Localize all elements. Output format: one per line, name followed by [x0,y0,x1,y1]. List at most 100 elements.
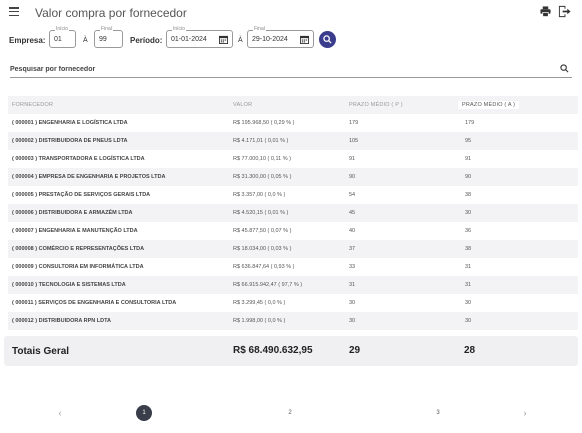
table-row[interactable]: ( 000003 ) TRANSPORTADORA E LOGÍSTICA LT… [8,150,578,168]
cell-valor: R$ 195.968,50 ( 0,29 % ) [233,120,295,126]
cell-prazo-a: 30 [465,300,472,306]
table-row[interactable]: ( 000012 ) DISTRIBUIDORA RPN LDTA R$ 1.99… [8,312,578,330]
filter-search-button[interactable] [319,31,336,48]
supplier-search [10,62,572,78]
periodo-inicio-value: 01-01-2024 [171,36,207,43]
cell-prazo-p: 37 [349,246,356,252]
header-prazo-a[interactable]: PRAZO MÉDIO ( A ) [458,101,520,109]
periodo-label: Período: [130,36,163,45]
cell-valor: R$ 636.847,64 ( 0,93 % ) [233,264,295,270]
cell-fornecedor: ( 000009 ) CONSULTORIA EM INFORMÁTICA LT… [12,264,144,270]
cell-prazo-a: 31 [465,264,472,270]
cell-prazo-p: 31 [349,282,356,288]
cell-fornecedor: ( 000005 ) PRESTAÇÃO DE SERVIÇOS GERAIS … [12,192,151,198]
cell-fornecedor: ( 000011 ) SERVIÇOS DE ENGENHARIA E CONS… [12,300,177,306]
cell-valor: R$ 4.171,01 ( 0,01 % ) [233,138,289,144]
cell-valor: R$ 4.520,15 ( 0,01 % ) [233,210,289,216]
table-row[interactable]: ( 000009 ) CONSULTORIA EM INFORMÁTICA LT… [8,258,578,276]
table-row[interactable]: ( 000010 ) TECNOLOGIA E SISTEMAS LTDA R$ … [8,276,578,294]
cell-valor: R$ 77.000,10 ( 0,11 % ) [233,156,291,162]
cell-prazo-p: 105 [349,138,359,144]
calendar-icon[interactable] [300,35,309,44]
menu-icon[interactable] [9,7,19,17]
cell-valor: R$ 18.034,00 ( 0,03 % ) [233,246,292,252]
table-row[interactable]: ( 000004 ) EMPRESA DE ENGENHARIA E PROJE… [8,168,578,186]
search-icon [323,35,332,44]
cell-prazo-p: 54 [349,192,356,198]
cell-prazo-a: 31 [465,282,472,288]
cell-valor: R$ 1.998,00 ( 0,0 % ) [233,318,286,324]
empresa-inicio-value: 01 [54,36,62,43]
empresa-final-field[interactable]: Final 99 [94,26,123,48]
cell-valor: R$ 45.877,50 ( 0,07 % ) [233,228,292,234]
cell-fornecedor: ( 000012 ) DISTRIBUIDORA RPN LDTA [12,318,112,324]
header-fornecedor[interactable]: FORNECEDOR [12,102,54,108]
empresa-range-separator: À [83,37,88,44]
page-2-button[interactable]: 2 [288,410,292,416]
table-row[interactable]: ( 000006 ) DISTRIBUIDORA E ARMAZÉM LTDA R… [8,204,578,222]
cell-prazo-p: 30 [349,318,356,324]
cell-prazo-a: 36 [465,228,472,234]
totals-row: Totais Geral R$ 68.490.632,95 29 28 [4,336,578,366]
cell-valor: R$ 3.357,00 ( 0,0 % ) [233,192,286,198]
empresa-inicio-field[interactable]: Início 01 [49,26,76,48]
cell-prazo-p: 40 [349,228,356,234]
inicio-legend: Início [55,26,69,32]
cell-prazo-a: 91 [465,156,472,162]
totals-label: Totais Geral [12,346,70,357]
cell-prazo-p: 33 [349,264,356,270]
cell-prazo-a: 38 [465,246,472,252]
table-row[interactable]: ( 000007 ) ENGENHARIA E MANUTENÇÃO LTDA R… [8,222,578,240]
cell-fornecedor: ( 000003 ) TRANSPORTADORA E LOGÍSTICA LT… [12,156,145,162]
top-bar: Valor compra por fornecedor [0,0,582,26]
page-3-button[interactable]: 3 [436,410,440,416]
table-body: ( 000001 ) ENGENHARIA E LOGÍSTICA LTDA R$… [8,114,578,330]
periodo-final-field[interactable]: Final 29-10-2024 [247,26,314,48]
table-header: FORNECEDOR VALOR PRAZO MÉDIO ( P ) PRAZO… [8,96,578,114]
cell-fornecedor: ( 000008 ) COMÉRCIO E REPRESENTAÇÕES LTD… [12,246,145,252]
cell-prazo-p: 91 [349,156,356,162]
next-page-button[interactable]: › [523,408,527,418]
table-row[interactable]: ( 000002 ) DISTRIBUIDORA DE PNEUS LDTA R$… [8,132,578,150]
cell-prazo-a: 90 [465,174,472,180]
cell-prazo-a: 38 [465,192,472,198]
print-icon[interactable] [540,6,551,17]
cell-fornecedor: ( 000007 ) ENGENHARIA E MANUTENÇÃO LTDA [12,228,138,234]
periodo-range-separator: À [238,37,243,44]
pagination: ‹ 1 2 3 › [0,400,582,426]
table-row[interactable]: ( 000005 ) PRESTAÇÃO DE SERVIÇOS GERAIS … [8,186,578,204]
prev-page-button[interactable]: ‹ [58,408,62,418]
final-legend: Final [100,26,113,32]
cell-prazo-p: 179 [349,120,359,126]
table-row[interactable]: ( 000001 ) ENGENHARIA E LOGÍSTICA LTDA R$… [8,114,578,132]
table-row[interactable]: ( 000008 ) COMÉRCIO E REPRESENTAÇÕES LTD… [8,240,578,258]
cell-valor: R$ 66.915.942,47 ( 97,7 % ) [233,282,303,288]
cell-prazo-a: 179 [465,120,475,126]
cell-valor: R$ 31.300,00 ( 0,05 % ) [233,174,292,180]
header-prazo-p[interactable]: PRAZO MÉDIO ( P ) [349,102,403,108]
periodo-final-value: 29-10-2024 [252,36,288,43]
cell-fornecedor: ( 000010 ) TECNOLOGIA E SISTEMAS LTDA [12,282,126,288]
cell-fornecedor: ( 000006 ) DISTRIBUIDORA E ARMAZÉM LTDA [12,210,133,216]
header-valor[interactable]: VALOR [233,102,253,108]
totals-prazo-a: 28 [464,345,476,356]
cell-valor: R$ 3.299,45 ( 0,0 % ) [233,300,286,306]
cell-fornecedor: ( 000001 ) ENGENHARIA E LOGÍSTICA LTDA [12,120,128,126]
periodo-inicio-field[interactable]: Início 01-01-2024 [166,26,233,48]
search-icon[interactable] [560,64,569,73]
calendar-icon[interactable] [219,35,228,44]
exit-icon[interactable] [558,5,571,18]
table-row[interactable]: ( 000011 ) SERVIÇOS DE ENGENHARIA E CONS… [8,294,578,312]
cell-fornecedor: ( 000004 ) EMPRESA DE ENGENHARIA E PROJE… [12,174,166,180]
cell-prazo-p: 90 [349,174,356,180]
supplier-search-input[interactable] [10,62,540,76]
supplier-table: FORNECEDOR VALOR PRAZO MÉDIO ( P ) PRAZO… [8,96,578,330]
totals-prazo-p: 29 [349,345,361,356]
page-1-button[interactable]: 1 [136,405,152,421]
page-title: Valor compra por fornecedor [35,6,187,20]
cell-prazo-a: 30 [465,318,472,324]
final-legend: Final [253,26,266,32]
empresa-label: Empresa: [9,36,46,45]
totals-valor: R$ 68.490.632,95 [233,345,313,356]
cell-prazo-a: 30 [465,210,472,216]
